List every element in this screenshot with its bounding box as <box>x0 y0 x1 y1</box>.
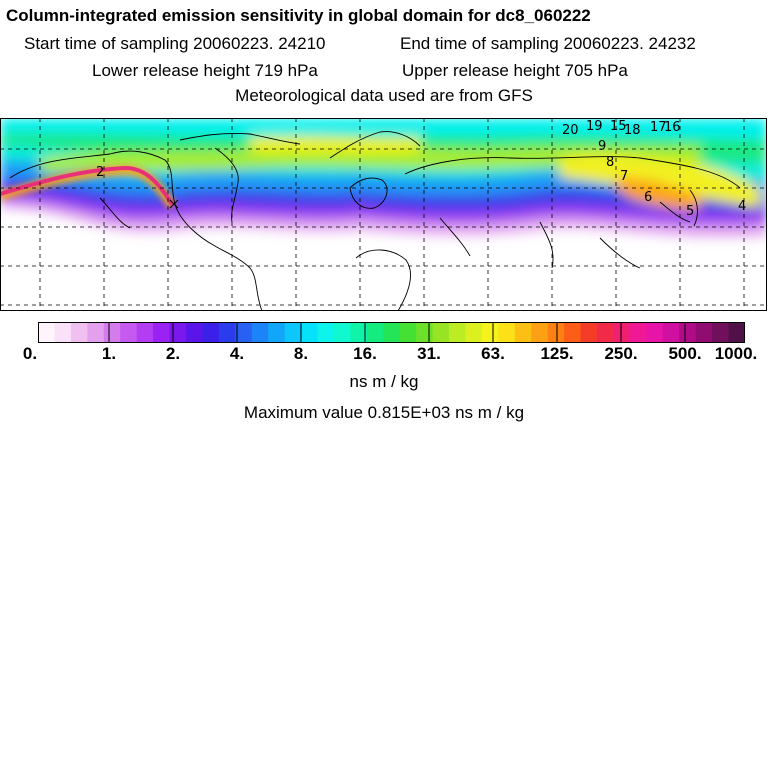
colorbar-swatch <box>120 322 138 343</box>
colorbar-swatch <box>547 322 565 343</box>
colorbar-swatch <box>481 322 499 343</box>
colorbar-swatch <box>728 322 745 343</box>
colorbar-tick-label: 1. <box>101 344 117 363</box>
maximum-value-label: Maximum value 0.815E+03 ns m / kg <box>243 403 525 422</box>
release-point-marker <box>169 199 179 209</box>
colorbar-swatch <box>366 322 384 343</box>
day-label-20: 20 <box>562 123 579 138</box>
colorbar-tick-label: 0. <box>22 344 38 363</box>
colorbar-swatch <box>350 322 368 343</box>
colorbar-swatch <box>268 322 286 343</box>
colorbar <box>38 322 745 343</box>
colorbar-swatch <box>629 322 647 343</box>
coastlines <box>9 131 741 311</box>
colorbar-swatch <box>597 322 615 343</box>
colorbar-swatch <box>301 322 319 343</box>
colorbar-swatch <box>38 322 56 343</box>
backward-trajectory-plume <box>0 165 174 206</box>
colorbar-swatch <box>284 322 302 343</box>
colorbar-swatch <box>695 322 713 343</box>
colorbar-swatch <box>235 322 253 343</box>
colorbar-swatch <box>153 322 171 343</box>
colorbar-tick-label: 1000. <box>714 344 758 363</box>
colorbar-swatch <box>514 322 532 343</box>
met-data-label: Meteorological data used are from GFS <box>235 86 533 105</box>
colorbar-tick-label: 31. <box>417 344 441 363</box>
colorbar-swatch <box>432 322 450 343</box>
colorbar-swatch <box>136 322 154 343</box>
colorbar-swatch <box>531 322 549 343</box>
colorbar-units-label: ns m / kg <box>349 372 419 391</box>
colorbar-swatch <box>218 322 236 343</box>
colorbar-swatch <box>498 322 516 343</box>
colorbar-swatch <box>646 322 664 343</box>
day-label-19: 19 <box>586 119 603 134</box>
day-label-4: 4 <box>738 199 746 214</box>
day-label-8: 8 <box>606 155 614 170</box>
sensitivity-field <box>0 118 767 238</box>
plot-title: Column-integrated emission sensitivity i… <box>6 6 591 25</box>
colorbar-swatch <box>399 322 417 343</box>
colorbar-tick-label: 500. <box>668 344 702 363</box>
colorbar-swatch <box>202 322 220 343</box>
latlon-grid <box>0 118 767 311</box>
end-time-label: End time of sampling 20060223. 24232 <box>400 34 696 53</box>
lower-height-label: Lower release height 719 hPa <box>92 61 318 80</box>
colorbar-tick-label: 63. <box>481 344 505 363</box>
day-label-18: 18 <box>624 123 641 138</box>
day-label-9: 9 <box>598 139 606 154</box>
colorbar-swatch <box>613 322 631 343</box>
day-label-7: 7 <box>620 169 628 184</box>
colorbar-swatch <box>169 322 187 343</box>
day-label-5: 5 <box>686 204 694 219</box>
colorbar-swatch <box>333 322 351 343</box>
colorbar-swatch <box>580 322 598 343</box>
colorbar-tick-label: 2. <box>165 344 181 363</box>
day-label-2: 2 <box>96 165 104 180</box>
colorbar-swatch <box>70 322 88 343</box>
colorbar-swatch <box>465 322 483 343</box>
colorbar-swatch <box>54 322 72 343</box>
colorbar-swatch <box>416 322 434 343</box>
day-label-6: 6 <box>644 190 652 205</box>
colorbar-swatch <box>251 322 269 343</box>
colorbar-swatch <box>449 322 467 343</box>
colorbar-border <box>38 322 745 343</box>
colorbar-swatch <box>679 322 697 343</box>
day-label-17: 17 <box>650 120 667 135</box>
colorbar-swatch <box>317 322 335 343</box>
start-time-label: Start time of sampling 20060223. 24210 <box>24 34 326 53</box>
colorbar-tick-label: 16. <box>353 344 377 363</box>
colorbar-swatch <box>185 322 204 343</box>
day-label-16: 16 <box>664 120 681 135</box>
upper-height-label: Upper release height 705 hPa <box>402 61 628 80</box>
day-label-15: 15 <box>610 119 627 134</box>
colorbar-tick-label: 8. <box>293 344 309 363</box>
colorbar-swatch <box>383 322 401 343</box>
colorbar-swatch <box>87 322 105 343</box>
colorbar-swatch <box>103 322 121 343</box>
colorbar-tick-label: 250. <box>604 344 638 363</box>
colorbar-swatch <box>712 322 730 343</box>
colorbar-tick-label: 125. <box>540 344 574 363</box>
sensitivity-map: 20 19 15 18 17 16 9 8 7 6 5 4 2 <box>0 118 767 311</box>
colorbar-tick-label: 4. <box>229 344 245 363</box>
colorbar-swatch <box>662 322 680 343</box>
colorbar-swatch <box>564 322 582 343</box>
